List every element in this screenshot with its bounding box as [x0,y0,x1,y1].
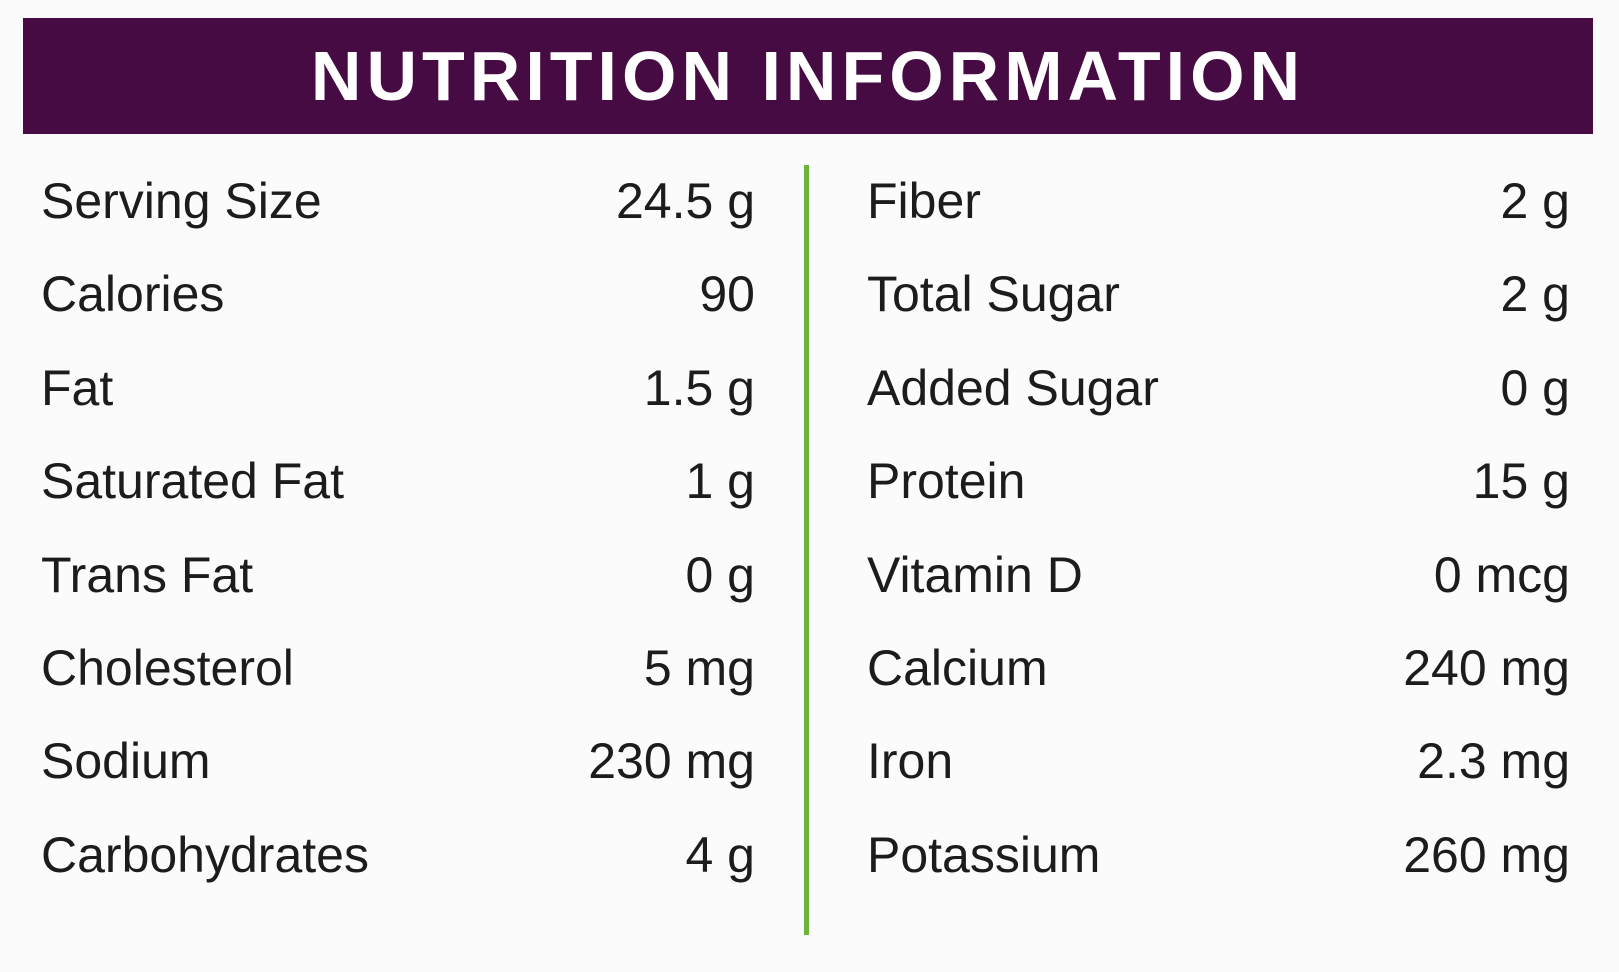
column-divider [804,165,809,935]
row-value: 24.5 g [615,173,755,229]
row-value: 230 mg [588,733,755,790]
row-label: Sodium [41,733,211,790]
row-value: 5 mg [643,640,755,696]
row-value: 2 g [1500,173,1570,229]
row-label: Fat [41,359,114,416]
row-label: Calcium [867,640,1048,696]
row-value: 240 mg [1403,640,1570,696]
row-value: 1 g [685,453,755,510]
row-label: Serving Size [41,173,322,229]
row-label: Saturated Fat [41,453,344,510]
row-label: Vitamin D [867,546,1083,603]
row-value: 15 g [1472,453,1570,510]
row-label: Trans Fat [41,546,254,603]
row-label: Iron [867,733,954,790]
row-label: Calories [41,266,225,323]
row-label: Potassium [867,826,1101,883]
row-value: 0 g [1500,359,1570,416]
row-value: 2 g [1500,266,1570,323]
row-label: Added Sugar [867,359,1159,416]
row-label: Total Sugar [867,266,1120,323]
row-value: 90 [699,266,755,323]
row-label: Carbohydrates [41,826,369,883]
row-label: Fiber [867,173,981,229]
row-label: Cholesterol [41,640,294,696]
row-value: 1.5 g [643,359,755,416]
row-label: Protein [867,453,1026,510]
row-value: 260 mg [1403,826,1570,883]
row-value: 2.3 mg [1417,733,1570,790]
row-value: 0 g [685,546,755,603]
row-value: 4 g [685,826,755,883]
row-value: 0 mcg [1433,546,1570,603]
header-bar: NUTRITION INFORMATION [23,18,1593,134]
title: NUTRITION INFORMATION [310,37,1306,115]
